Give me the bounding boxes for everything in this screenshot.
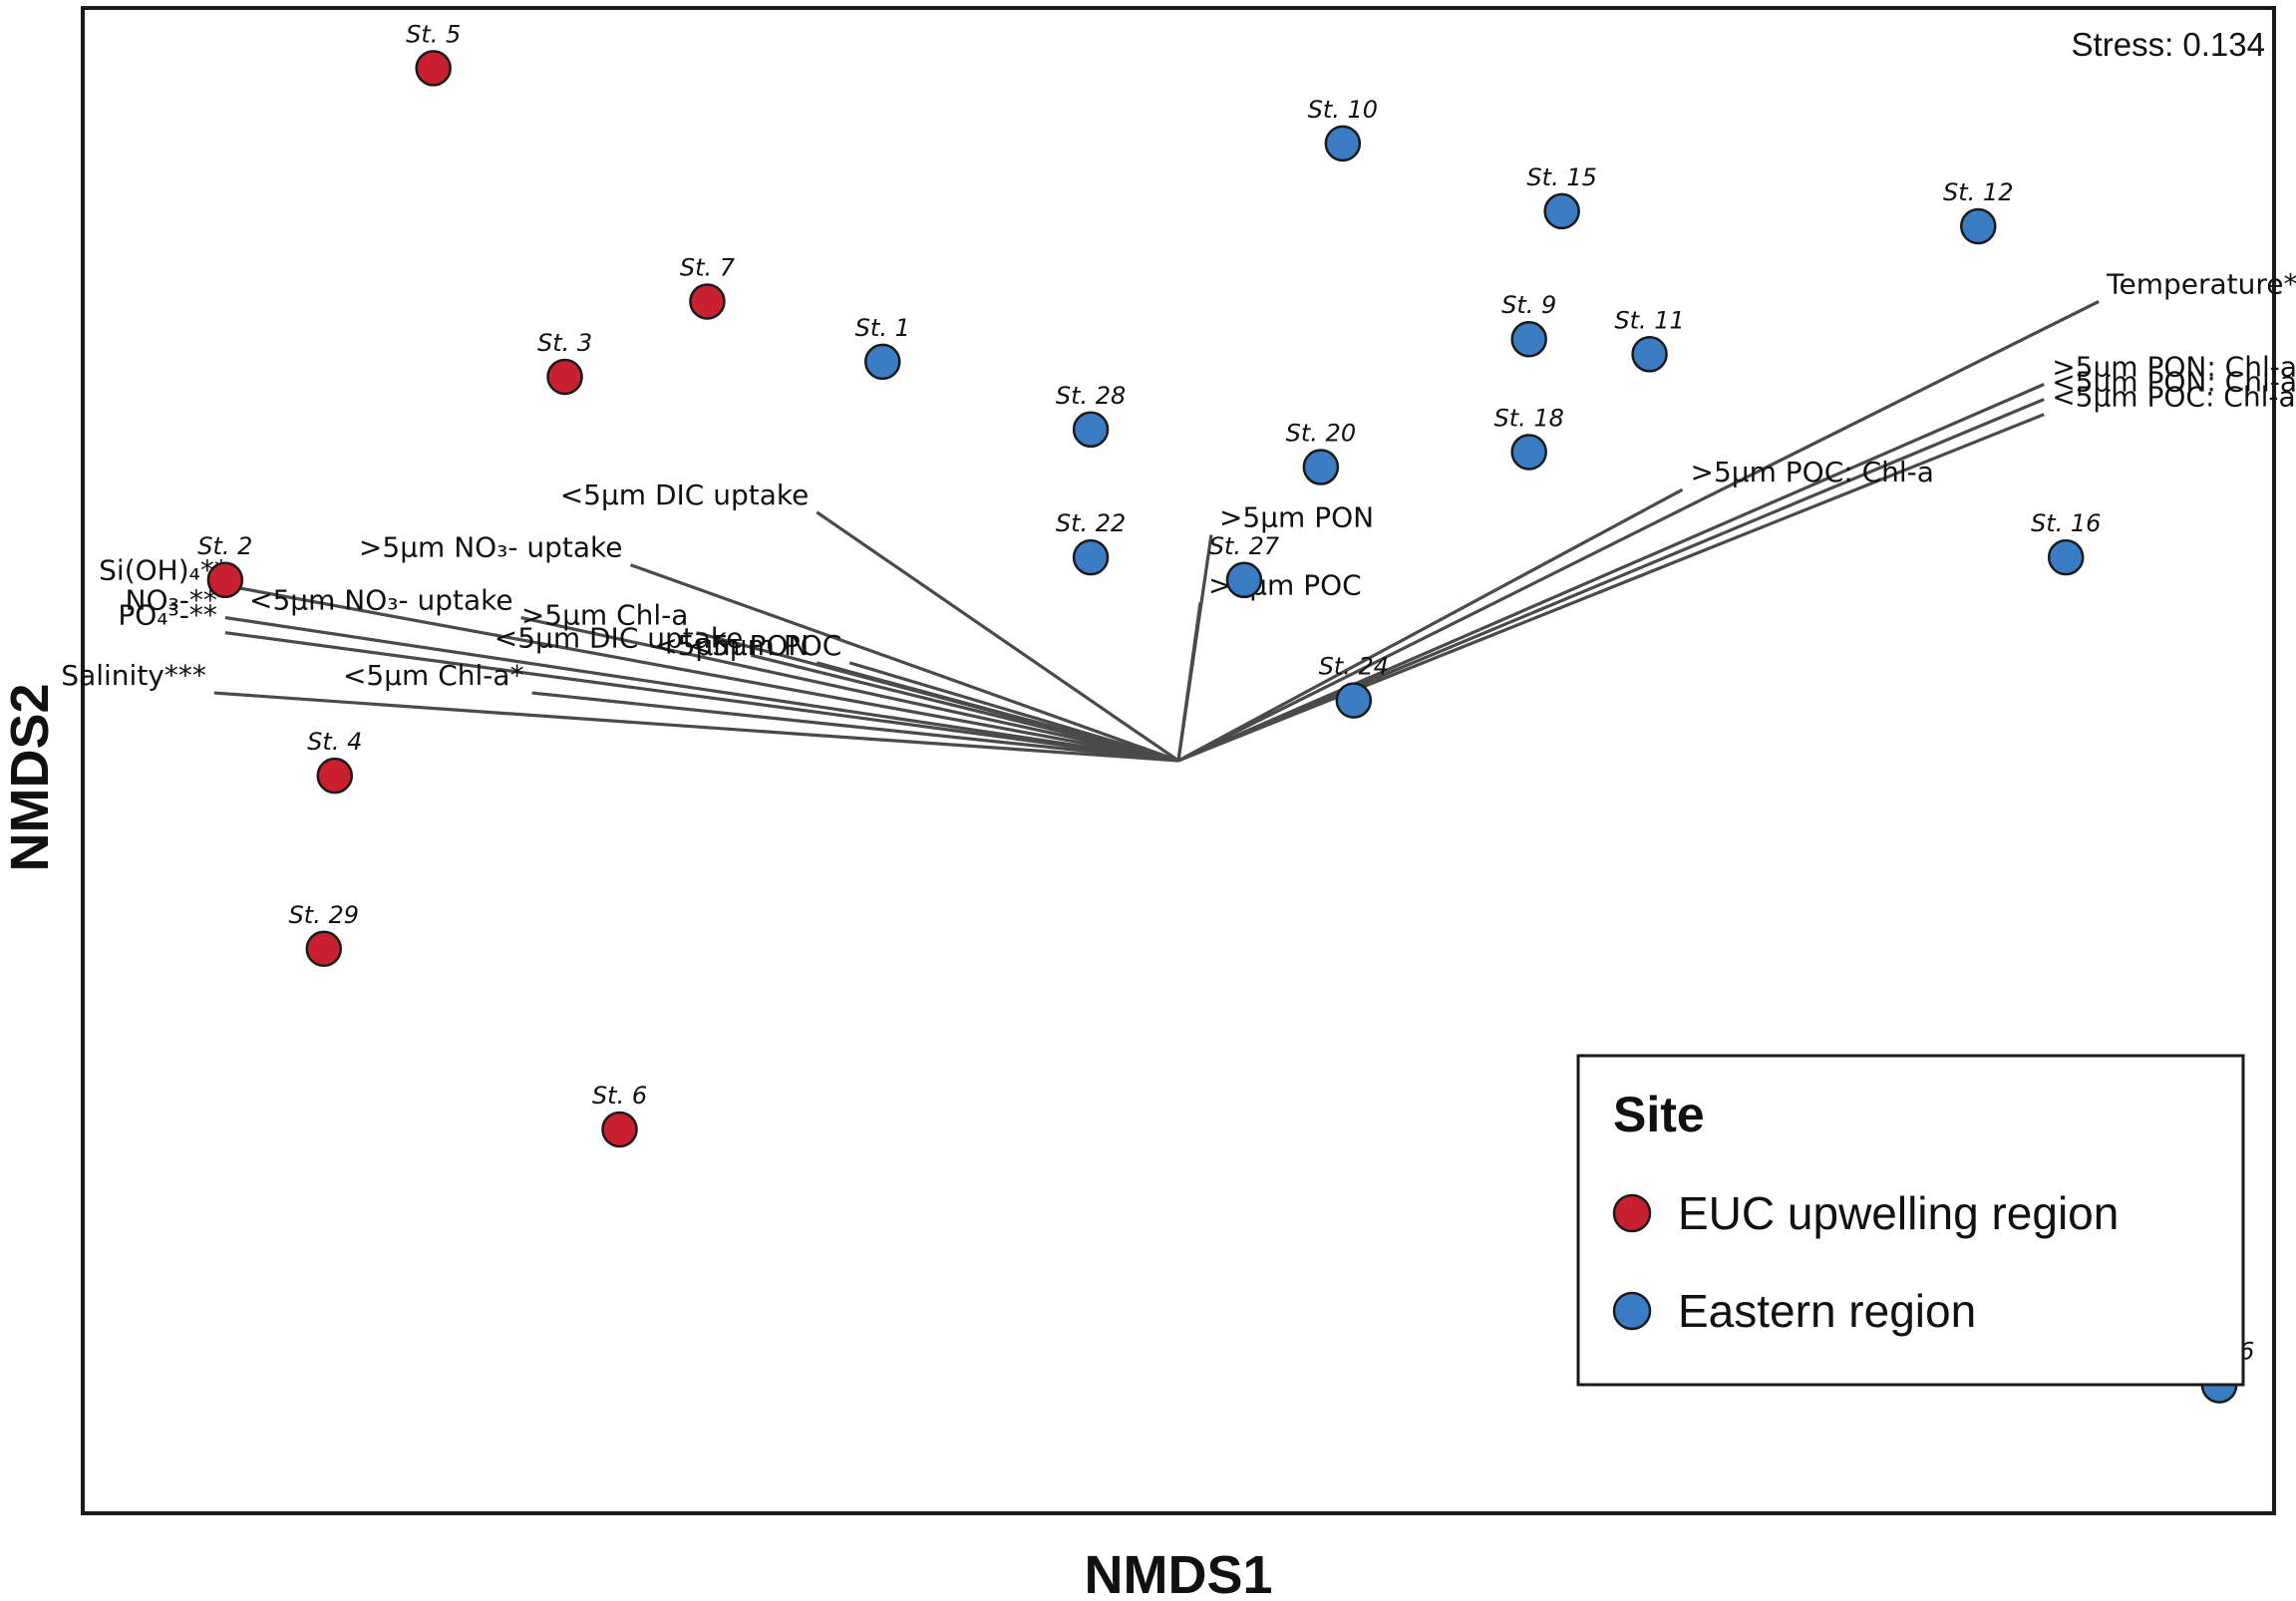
point-label-st-27: St. 27	[1209, 532, 1280, 560]
vector-label-5-m-poc-chl-a-4: >5µm POC: Chl-a	[1691, 456, 1934, 488]
point-label-st-3: St. 3	[537, 329, 592, 357]
point-label-st-11: St. 11	[1614, 306, 1684, 334]
vector-label-5-m-chl-a-15: <5µm Chl-a*	[343, 659, 524, 692]
point-st-24	[1335, 682, 1373, 719]
vector-line-5-m-dic-uptake-7	[816, 510, 1179, 763]
vector-line-salinity-14	[213, 691, 1179, 763]
point-st-1	[864, 343, 901, 381]
point-label-st-2: St. 2	[197, 532, 252, 560]
vector-label-5-m-pon-5: >5µm PON	[1219, 501, 1374, 534]
point-st-20	[1302, 449, 1340, 485]
vector-line-5-m-pon-chl-a-2	[1177, 398, 2045, 763]
vector-line-5-m-no-uptake-12	[520, 615, 1179, 763]
vector-line-5-m-poc-chl-a-4	[1177, 487, 1684, 763]
point-label-st-28: St. 28	[1056, 382, 1126, 410]
vector-label-5-m-chl-a-13: >5µm Chl-a	[521, 599, 689, 632]
point-label-st-4: St. 4	[307, 728, 362, 756]
point-label-st-15: St. 15	[1526, 163, 1596, 191]
vector-line-temperature-0	[1177, 300, 2100, 763]
point-st-5	[415, 50, 452, 87]
env-vectors: Temperature*** >5µm PON: Chl-a**<5µm PON:…	[61, 267, 2296, 763]
point-st-27	[1225, 561, 1263, 599]
legend-swatch-euc	[1612, 1193, 1652, 1233]
point-st-10	[1324, 125, 1362, 162]
point-st-15	[1543, 192, 1580, 230]
point-st-4	[316, 757, 354, 795]
point-label-st-16: St. 16	[2031, 509, 2101, 537]
point-label-st-22: St. 22	[1056, 509, 1126, 537]
legend-title: Site	[1613, 1087, 1705, 1142]
vector-label-5-m-pon-17: <5µm PON	[654, 629, 809, 662]
legend-swatch-eastern	[1612, 1291, 1652, 1331]
vector-line-5-m-poc-chl-a-3	[1177, 413, 2045, 763]
vector-label-no-10: NO₃-**	[126, 584, 217, 617]
vector-line-5-m-pon-chl-a-1	[1177, 383, 2045, 763]
point-label-st-18: St. 18	[1493, 404, 1563, 432]
vector-label-5-m-pon-chl-a-1: >5µm PON: Chl-a**	[2052, 351, 2296, 384]
vector-label-5-m-no-uptake-8: >5µm NO₃- uptake	[359, 531, 623, 564]
point-label-st-5: St. 5	[406, 20, 461, 48]
vector-label-si-oh-9: Si(OH)₄**	[99, 553, 228, 586]
vector-label-5-m-pon-chl-a-2: <5µm PON: Chl-a*	[2052, 366, 2296, 399]
vector-label-5-m-poc-18: <5µm POC	[689, 629, 842, 662]
vector-line-5-m-dic-uptake-16	[751, 653, 1179, 763]
point-label-st-12: St. 12	[1943, 178, 2013, 206]
vector-label-5-m-dic-uptake-16: <5µm DIC uptake	[494, 621, 744, 654]
point-st-28	[1072, 411, 1110, 449]
point-st-6	[601, 1111, 638, 1148]
point-label-st-6: St. 6	[592, 1082, 647, 1110]
point-st-2	[206, 561, 244, 599]
vector-line-po-11	[224, 631, 1179, 763]
legend-label-euc: EUC upwelling region	[1678, 1187, 2119, 1239]
vector-label-salinity-14: Salinity***	[61, 659, 206, 692]
point-label-st-7: St. 7	[680, 253, 736, 281]
vector-label-po-11: PO₄³-**	[118, 599, 216, 632]
vector-line-5-m-no-uptake-8	[629, 563, 1179, 763]
point-st-29	[305, 930, 343, 967]
point-st-16	[2047, 538, 2085, 576]
vector-label-5-m-dic-uptake-7: <5µm DIC uptake	[560, 479, 810, 511]
vector-line-5-m-poc-6	[1176, 602, 1202, 762]
point-label-st-20: St. 20	[1286, 420, 1356, 448]
stress-value: Stress: 0.134	[2072, 26, 2265, 63]
point-label-st-29: St. 29	[289, 901, 359, 929]
point-st-11	[1631, 336, 1668, 373]
x-axis-title: NMDS1	[1084, 1545, 1272, 1601]
point-st-3	[546, 358, 583, 396]
point-st-18	[1510, 434, 1547, 471]
vector-line-si-oh-9	[235, 585, 1179, 763]
point-st-22	[1072, 538, 1110, 576]
point-st-9	[1510, 320, 1547, 358]
vector-label-5-m-no-uptake-12: <5µm NO₃- uptake	[249, 584, 513, 617]
vector-label-temperature-0: Temperature***	[2106, 267, 2296, 300]
site-points: St. 5 St. 7 St. 3 St. 2 St. 4 St. 29 St. 6 St. …	[197, 20, 2254, 1404]
vector-line-5-m-poc-18	[848, 661, 1179, 763]
point-label-st-9: St. 9	[1501, 291, 1556, 319]
legend: Site EUC upwelling region Eastern region	[1576, 1054, 2245, 1387]
vector-label-5-m-poc-chl-a-3: <5µm POC: Chl-a*	[2052, 381, 2296, 414]
y-axis-title: NMDS2	[0, 683, 60, 871]
point-label-st-10: St. 10	[1308, 96, 1378, 124]
legend-box	[1576, 1054, 2245, 1387]
legend-label-eastern: Eastern region	[1678, 1285, 1976, 1337]
point-st-12	[1960, 207, 1997, 245]
vector-line-no-10	[224, 615, 1179, 763]
point-label-st-24: St. 24	[1319, 653, 1389, 681]
vector-line-5-m-chl-a-15	[531, 691, 1179, 763]
point-label-st-1: St. 1	[855, 314, 910, 342]
point-st-7	[689, 283, 726, 320]
